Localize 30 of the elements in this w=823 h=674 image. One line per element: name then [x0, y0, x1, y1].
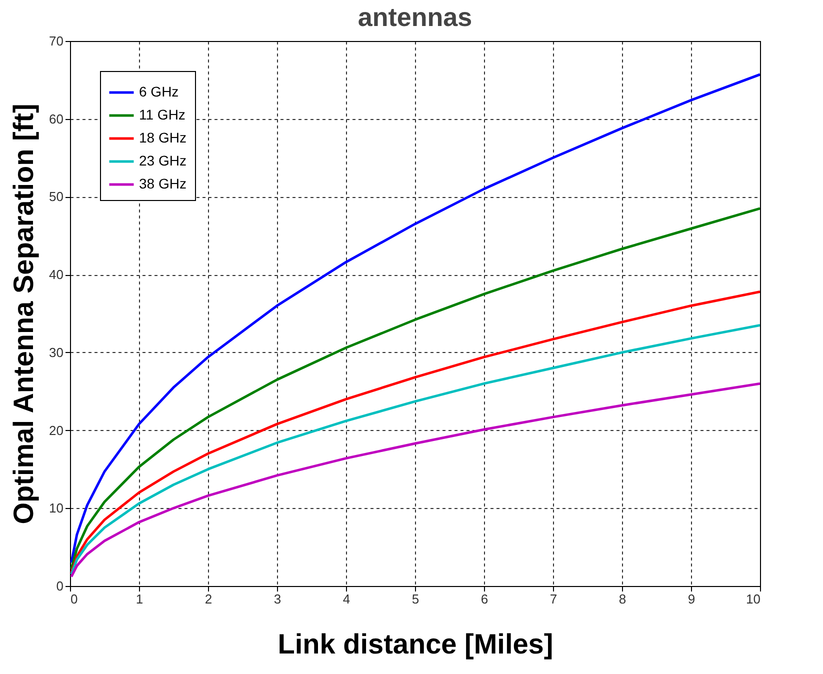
line-series: [70, 207, 760, 570]
legend-label: 18 GHz: [139, 130, 186, 146]
y-tick-label: 40: [49, 267, 64, 282]
y-tick-label: 0: [56, 578, 64, 594]
x-tick-label: 5: [412, 592, 420, 606]
x-tick-label: 6: [480, 592, 488, 606]
y-tick-label: 70: [49, 34, 64, 48]
x-tick-label: 1: [136, 592, 144, 606]
y-tick-label: 20: [49, 422, 64, 438]
x-tick-label: 8: [618, 592, 626, 606]
x-tick-label: 3: [274, 592, 282, 606]
legend-label: 23 GHz: [139, 152, 186, 168]
y-tick-label: 30: [49, 344, 64, 360]
y-axis-title: Optimal Antenna Separation [ft]: [8, 104, 40, 524]
legend-label: 6 GHz: [139, 84, 179, 100]
x-tick-label: 2: [204, 592, 212, 606]
line-series: [70, 73, 760, 564]
x-axis-title: Link distance [Miles]: [278, 628, 554, 660]
chart-title: antennas: [358, 2, 472, 32]
y-tick-label: 50: [49, 189, 64, 204]
y-tick-label: 10: [49, 500, 64, 516]
x-tick-label: 10: [746, 592, 760, 606]
x-tick-label: 4: [342, 592, 350, 606]
legend-label: 38 GHz: [139, 176, 186, 192]
line-series: [70, 382, 760, 578]
x-tick-label: 0: [70, 592, 78, 606]
y-tick-label: 60: [49, 111, 64, 126]
x-tick-label: 9: [688, 592, 696, 606]
x-tick-label: 7: [550, 592, 558, 606]
legend-label: 11 GHz: [139, 106, 186, 122]
